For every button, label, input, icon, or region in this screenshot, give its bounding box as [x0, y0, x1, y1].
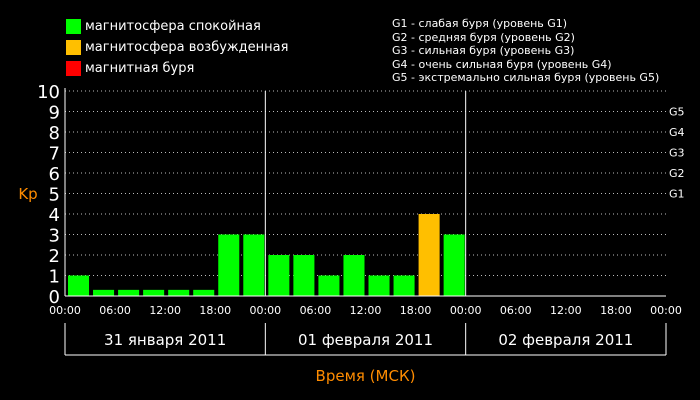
storm-level-g4: G4 - очень сильная буря (уровень G4) — [392, 57, 612, 71]
storm-level-g2: G2 - средняя буря (уровень G2) — [392, 30, 575, 44]
legend-label-storm: магнитная буря — [85, 60, 195, 76]
g-level-tick: G4 — [669, 126, 685, 139]
kp-bar — [368, 275, 390, 296]
x-tick-label: 12:00 — [350, 304, 382, 317]
kp-bar — [268, 255, 290, 296]
y-tick-label: 7 — [49, 144, 60, 165]
y-tick-label: 6 — [49, 164, 60, 185]
y-tick-label: 5 — [49, 185, 60, 206]
kp-bar — [318, 275, 340, 296]
x-tick-label: 06:00 — [300, 304, 332, 317]
kp-bar — [93, 289, 115, 296]
g-level-tick: G5 — [669, 106, 685, 119]
x-tick-label: 06:00 — [99, 304, 131, 317]
kp-bar — [118, 289, 140, 296]
storm-level-g3: G3 - сильная буря (уровень G3) — [392, 44, 575, 57]
g-level-tick: G3 — [669, 147, 685, 160]
y-tick-label: 10 — [37, 82, 60, 103]
x-tick-label: 12:00 — [550, 304, 582, 317]
x-tick-label: 06:00 — [500, 304, 532, 317]
x-tick-label: 00:00 — [249, 304, 281, 317]
x-tick-label: 00:00 — [450, 304, 482, 317]
x-tick-label: 18:00 — [600, 304, 632, 317]
legend-label-quiet: магнитосфера спокойная — [85, 18, 261, 34]
y-tick-label: 8 — [49, 123, 60, 144]
x-tick-label: 18:00 — [199, 304, 231, 317]
day-label: 01 февраля 2011 — [298, 331, 433, 349]
storm-level-g5: G5 - экстремально сильная буря (уровень … — [392, 71, 660, 84]
kp-bar — [418, 214, 440, 296]
x-tick-label: 12:00 — [149, 304, 181, 317]
x-axis-label: Время (МСК) — [316, 367, 416, 385]
kp-bar — [343, 255, 365, 296]
legend-item-quiet: магнитосфера спокойная — [66, 18, 261, 34]
kp-bar — [393, 275, 415, 296]
legend-item-storm: магнитная буря — [66, 60, 194, 76]
x-tick-label: 00:00 — [650, 304, 682, 317]
x-tick-label: 00:00 — [49, 304, 81, 317]
y-tick-label: 0 — [49, 287, 60, 308]
x-tick-label: 18:00 — [400, 304, 432, 317]
g-level-tick: G2 — [669, 167, 685, 180]
kp-bar — [168, 289, 190, 296]
storm-level-g1: G1 - слабая буря (уровень G1) — [392, 17, 568, 30]
y-axis-label: Kp — [18, 185, 37, 203]
kp-bar — [293, 255, 315, 296]
day-label: 02 февраля 2011 — [498, 331, 633, 349]
kp-bar — [143, 289, 165, 296]
y-tick-label: 2 — [49, 246, 60, 267]
legend-label-excited: магнитосфера возбужденная — [85, 39, 289, 55]
legend-swatch-storm — [66, 60, 81, 76]
legend-swatch-excited — [66, 39, 81, 55]
y-tick-label: 9 — [49, 103, 60, 124]
kp-bar — [68, 275, 90, 296]
day-label: 31 января 2011 — [104, 331, 226, 349]
storm-levels-legend: G1 - слабая буря (уровень G1) G2 - средн… — [392, 17, 659, 85]
g-level-tick: G1 — [669, 188, 685, 201]
legend-swatch-quiet — [66, 18, 81, 34]
y-tick-label: 1 — [49, 267, 60, 288]
kp-bar — [443, 234, 465, 296]
y-tick-label: 3 — [49, 226, 60, 247]
legend-item-excited: магнитосфера возбужденная — [66, 39, 288, 55]
y-tick-label: 4 — [49, 205, 60, 226]
kp-bar — [218, 234, 240, 296]
kp-bar — [193, 289, 215, 296]
kp-bar — [243, 234, 265, 296]
